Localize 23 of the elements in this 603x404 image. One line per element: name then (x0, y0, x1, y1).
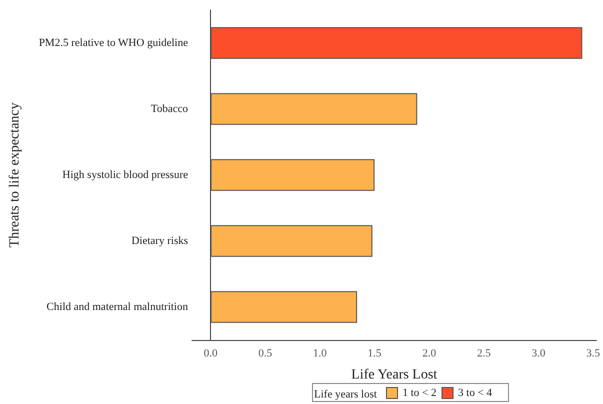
x-tick-label: 3.0 (532, 348, 546, 360)
bar (210, 225, 372, 257)
y-tick-label: Tobacco (150, 103, 188, 115)
legend-label: 3 to < 4 (458, 387, 493, 399)
y-tick-label: Dietary risks (131, 235, 188, 247)
y-tick-label: Child and maternal malnutrition (46, 301, 188, 313)
y-axis-title: Threats to life expectancy (8, 102, 22, 248)
x-tick-label: 1.5 (368, 348, 382, 360)
y-tick-label: High systolic blood pressure (62, 169, 188, 181)
y-tick-label: PM2.5 relative to WHO guideline (38, 37, 188, 49)
x-tick-label: 1.0 (313, 348, 328, 360)
x-tick-label: 3.5 (586, 348, 601, 360)
bar (210, 159, 375, 191)
legend-title: Life years lost (314, 388, 377, 400)
bar (210, 27, 582, 59)
x-tick-label: 2.5 (476, 348, 492, 360)
legend-label: 1 to < 2 (402, 387, 437, 399)
bar (210, 93, 418, 125)
x-tick-label: 2.0 (422, 348, 437, 360)
x-tick-label: 0.5 (258, 348, 273, 360)
x-axis-title: Life Years Lost (351, 368, 438, 382)
bar (210, 291, 358, 323)
x-tick-label: 0.0 (204, 348, 218, 360)
